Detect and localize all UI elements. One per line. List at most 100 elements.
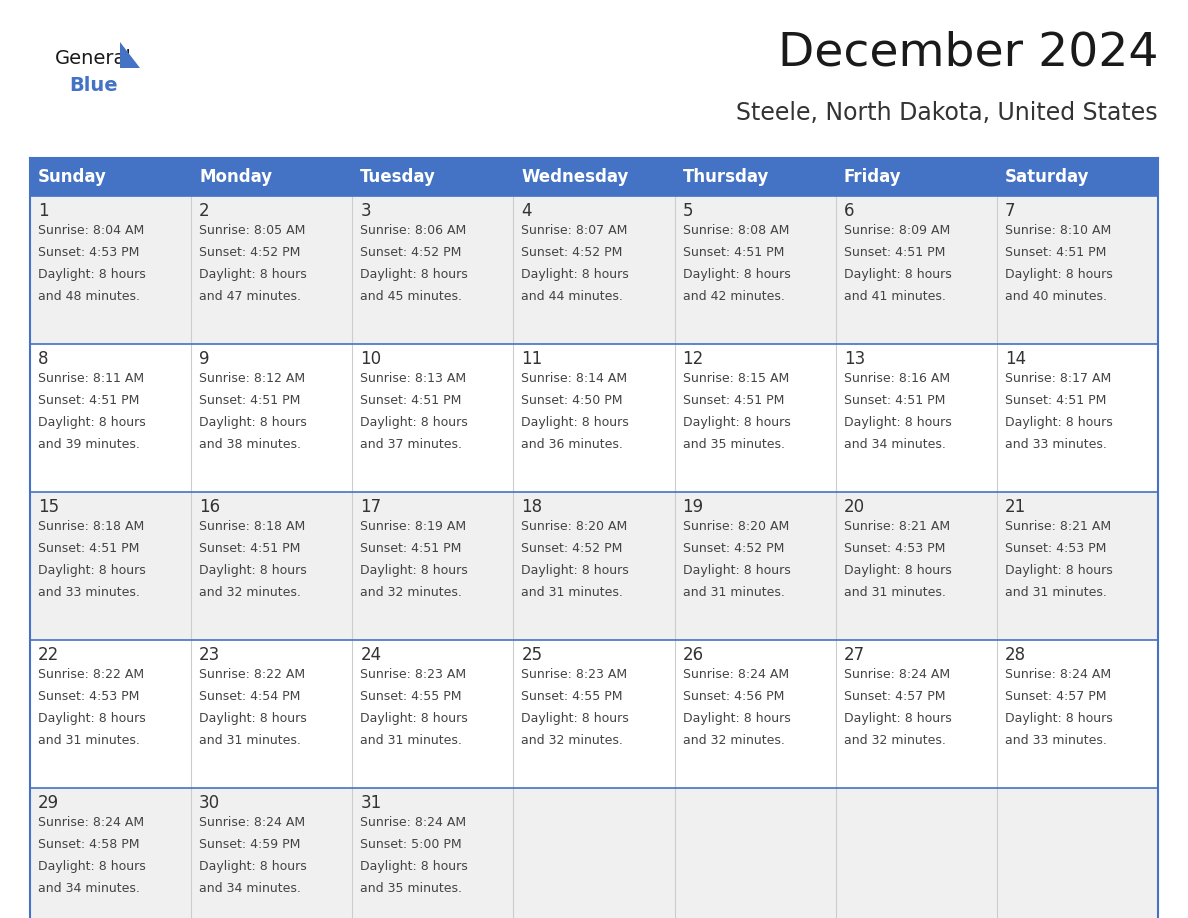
- Text: Sunset: 4:51 PM: Sunset: 4:51 PM: [1005, 394, 1106, 407]
- Text: Sunset: 4:53 PM: Sunset: 4:53 PM: [38, 690, 139, 703]
- Text: Daylight: 8 hours: Daylight: 8 hours: [200, 860, 307, 873]
- Text: Daylight: 8 hours: Daylight: 8 hours: [683, 268, 790, 281]
- Text: Sunrise: 8:18 AM: Sunrise: 8:18 AM: [38, 520, 144, 533]
- Polygon shape: [120, 42, 140, 68]
- Text: Sunrise: 8:21 AM: Sunrise: 8:21 AM: [843, 520, 950, 533]
- Text: and 42 minutes.: and 42 minutes.: [683, 290, 784, 303]
- Text: December 2024: December 2024: [777, 30, 1158, 75]
- Text: Sunset: 5:00 PM: Sunset: 5:00 PM: [360, 838, 462, 851]
- Text: Daylight: 8 hours: Daylight: 8 hours: [38, 268, 146, 281]
- Text: and 38 minutes.: and 38 minutes.: [200, 438, 301, 451]
- Text: Sunrise: 8:20 AM: Sunrise: 8:20 AM: [522, 520, 627, 533]
- Text: and 32 minutes.: and 32 minutes.: [683, 734, 784, 747]
- Text: and 32 minutes.: and 32 minutes.: [522, 734, 624, 747]
- Text: Daylight: 8 hours: Daylight: 8 hours: [843, 268, 952, 281]
- Text: Sunrise: 8:22 AM: Sunrise: 8:22 AM: [200, 668, 305, 681]
- Text: and 31 minutes.: and 31 minutes.: [38, 734, 140, 747]
- Text: Sunset: 4:51 PM: Sunset: 4:51 PM: [843, 246, 946, 259]
- Text: and 31 minutes.: and 31 minutes.: [522, 586, 624, 599]
- Text: Daylight: 8 hours: Daylight: 8 hours: [843, 416, 952, 429]
- Text: 14: 14: [1005, 350, 1026, 368]
- Text: Daylight: 8 hours: Daylight: 8 hours: [200, 268, 307, 281]
- Text: Sunset: 4:58 PM: Sunset: 4:58 PM: [38, 838, 139, 851]
- Text: Sunrise: 8:11 AM: Sunrise: 8:11 AM: [38, 372, 144, 385]
- Text: 31: 31: [360, 794, 381, 812]
- Text: Sunrise: 8:08 AM: Sunrise: 8:08 AM: [683, 224, 789, 237]
- Text: Sunrise: 8:04 AM: Sunrise: 8:04 AM: [38, 224, 144, 237]
- Text: 21: 21: [1005, 498, 1026, 516]
- Text: Sunrise: 8:21 AM: Sunrise: 8:21 AM: [1005, 520, 1111, 533]
- Text: and 33 minutes.: and 33 minutes.: [38, 586, 140, 599]
- Text: Friday: Friday: [843, 168, 902, 186]
- Text: Sunrise: 8:24 AM: Sunrise: 8:24 AM: [683, 668, 789, 681]
- Text: and 32 minutes.: and 32 minutes.: [200, 586, 301, 599]
- Text: Sunrise: 8:16 AM: Sunrise: 8:16 AM: [843, 372, 950, 385]
- Text: Sunset: 4:55 PM: Sunset: 4:55 PM: [360, 690, 462, 703]
- Text: 28: 28: [1005, 646, 1026, 664]
- Text: Sunrise: 8:24 AM: Sunrise: 8:24 AM: [360, 816, 467, 829]
- Text: 7: 7: [1005, 202, 1016, 220]
- Text: 17: 17: [360, 498, 381, 516]
- Text: and 37 minutes.: and 37 minutes.: [360, 438, 462, 451]
- Text: 20: 20: [843, 498, 865, 516]
- Text: Daylight: 8 hours: Daylight: 8 hours: [522, 416, 630, 429]
- Text: 29: 29: [38, 794, 59, 812]
- Text: Sunrise: 8:24 AM: Sunrise: 8:24 AM: [38, 816, 144, 829]
- Text: Daylight: 8 hours: Daylight: 8 hours: [683, 712, 790, 725]
- Text: Sunset: 4:52 PM: Sunset: 4:52 PM: [522, 246, 623, 259]
- Text: Sunday: Sunday: [38, 168, 107, 186]
- Text: 2: 2: [200, 202, 210, 220]
- Text: and 34 minutes.: and 34 minutes.: [200, 882, 301, 895]
- Text: 8: 8: [38, 350, 49, 368]
- Text: 5: 5: [683, 202, 693, 220]
- Text: 4: 4: [522, 202, 532, 220]
- Text: Daylight: 8 hours: Daylight: 8 hours: [360, 416, 468, 429]
- Text: 26: 26: [683, 646, 703, 664]
- Text: and 35 minutes.: and 35 minutes.: [683, 438, 784, 451]
- Text: 3: 3: [360, 202, 371, 220]
- Text: Sunset: 4:51 PM: Sunset: 4:51 PM: [200, 394, 301, 407]
- Text: and 31 minutes.: and 31 minutes.: [683, 586, 784, 599]
- Text: Daylight: 8 hours: Daylight: 8 hours: [522, 712, 630, 725]
- Text: Daylight: 8 hours: Daylight: 8 hours: [200, 564, 307, 577]
- Text: and 48 minutes.: and 48 minutes.: [38, 290, 140, 303]
- Text: Sunset: 4:53 PM: Sunset: 4:53 PM: [843, 542, 946, 555]
- Text: Sunset: 4:57 PM: Sunset: 4:57 PM: [843, 690, 946, 703]
- Text: Sunrise: 8:24 AM: Sunrise: 8:24 AM: [843, 668, 950, 681]
- Text: Sunset: 4:51 PM: Sunset: 4:51 PM: [683, 394, 784, 407]
- Text: 19: 19: [683, 498, 703, 516]
- Text: Sunrise: 8:06 AM: Sunrise: 8:06 AM: [360, 224, 467, 237]
- Text: and 41 minutes.: and 41 minutes.: [843, 290, 946, 303]
- Text: Daylight: 8 hours: Daylight: 8 hours: [38, 416, 146, 429]
- Text: and 31 minutes.: and 31 minutes.: [200, 734, 301, 747]
- Text: Daylight: 8 hours: Daylight: 8 hours: [1005, 712, 1113, 725]
- Text: and 36 minutes.: and 36 minutes.: [522, 438, 624, 451]
- Text: Sunset: 4:52 PM: Sunset: 4:52 PM: [360, 246, 462, 259]
- Text: Sunset: 4:51 PM: Sunset: 4:51 PM: [38, 394, 139, 407]
- Bar: [30, 640, 1158, 788]
- Text: Daylight: 8 hours: Daylight: 8 hours: [1005, 268, 1113, 281]
- Text: Wednesday: Wednesday: [522, 168, 628, 186]
- Bar: [30, 788, 1158, 918]
- Text: Daylight: 8 hours: Daylight: 8 hours: [843, 564, 952, 577]
- Text: and 32 minutes.: and 32 minutes.: [843, 734, 946, 747]
- Text: Sunrise: 8:23 AM: Sunrise: 8:23 AM: [360, 668, 467, 681]
- Text: Steele, North Dakota, United States: Steele, North Dakota, United States: [737, 101, 1158, 125]
- Bar: [30, 196, 1158, 344]
- Text: and 45 minutes.: and 45 minutes.: [360, 290, 462, 303]
- Text: Sunrise: 8:22 AM: Sunrise: 8:22 AM: [38, 668, 144, 681]
- Text: Sunrise: 8:05 AM: Sunrise: 8:05 AM: [200, 224, 305, 237]
- Text: Sunset: 4:50 PM: Sunset: 4:50 PM: [522, 394, 623, 407]
- Text: Tuesday: Tuesday: [360, 168, 436, 186]
- Text: Daylight: 8 hours: Daylight: 8 hours: [360, 564, 468, 577]
- Text: Daylight: 8 hours: Daylight: 8 hours: [38, 712, 146, 725]
- Text: Monday: Monday: [200, 168, 272, 186]
- Text: Sunrise: 8:20 AM: Sunrise: 8:20 AM: [683, 520, 789, 533]
- Text: Sunset: 4:59 PM: Sunset: 4:59 PM: [200, 838, 301, 851]
- Text: Daylight: 8 hours: Daylight: 8 hours: [38, 564, 146, 577]
- Text: and 31 minutes.: and 31 minutes.: [360, 734, 462, 747]
- Text: 13: 13: [843, 350, 865, 368]
- Text: Sunrise: 8:18 AM: Sunrise: 8:18 AM: [200, 520, 305, 533]
- Text: Sunset: 4:55 PM: Sunset: 4:55 PM: [522, 690, 623, 703]
- Text: Sunset: 4:54 PM: Sunset: 4:54 PM: [200, 690, 301, 703]
